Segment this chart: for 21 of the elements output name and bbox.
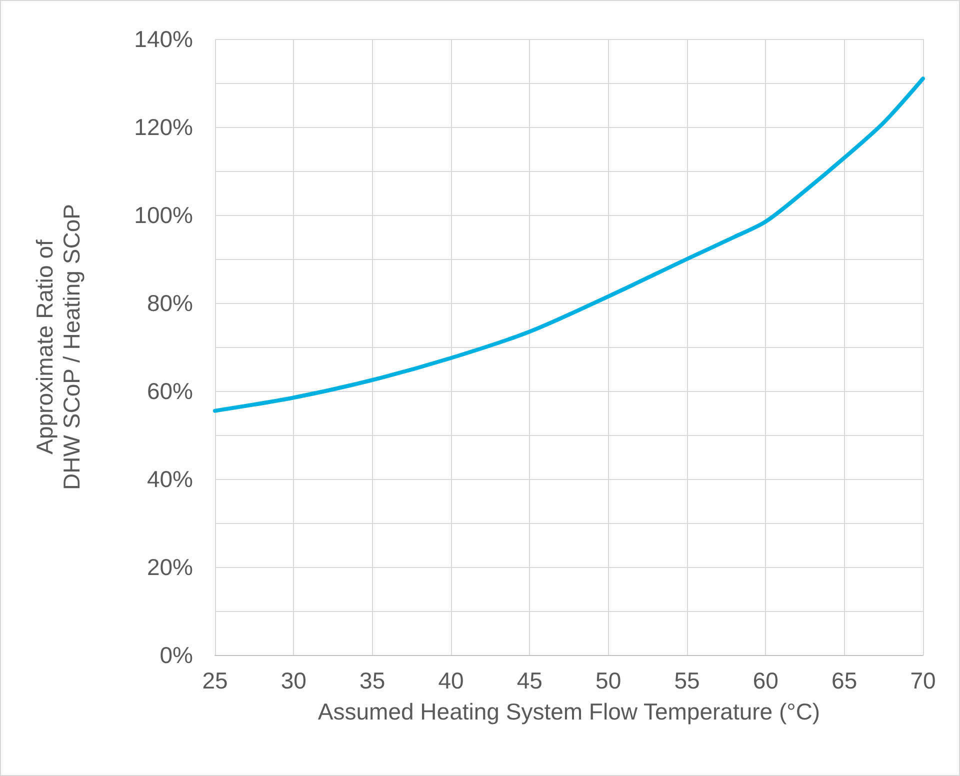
x-tick-label: 45 <box>516 668 542 694</box>
x-tick-label: 65 <box>832 668 858 694</box>
y-tick-label: 140% <box>134 26 193 52</box>
y-tick-label: 120% <box>134 114 193 140</box>
line-series <box>213 76 925 413</box>
x-tick-label: 25 <box>202 668 228 694</box>
x-axis-title: Assumed Heating System Flow Temperature (°C) <box>318 698 820 724</box>
y-tick-label: 80% <box>146 290 193 316</box>
y-axis-title: Approximate Ratio of DHW SCoP / Heating SCoP <box>32 204 84 490</box>
y-tick-label: 100% <box>134 202 193 228</box>
x-tick-label: 70 <box>910 668 936 694</box>
x-tick-label: 60 <box>752 668 778 694</box>
y-tick-label: 60% <box>146 378 193 404</box>
y-tick-label: 20% <box>146 554 193 580</box>
y-tick-label: 40% <box>146 466 193 492</box>
y-tick-label: 0% <box>160 642 193 668</box>
x-tick-label: 55 <box>674 668 700 694</box>
x-tick-label: 40 <box>438 668 464 694</box>
x-tick-label: 30 <box>280 668 306 694</box>
x-tick-label: 35 <box>360 668 386 694</box>
x-tick-label: 50 <box>596 668 622 694</box>
